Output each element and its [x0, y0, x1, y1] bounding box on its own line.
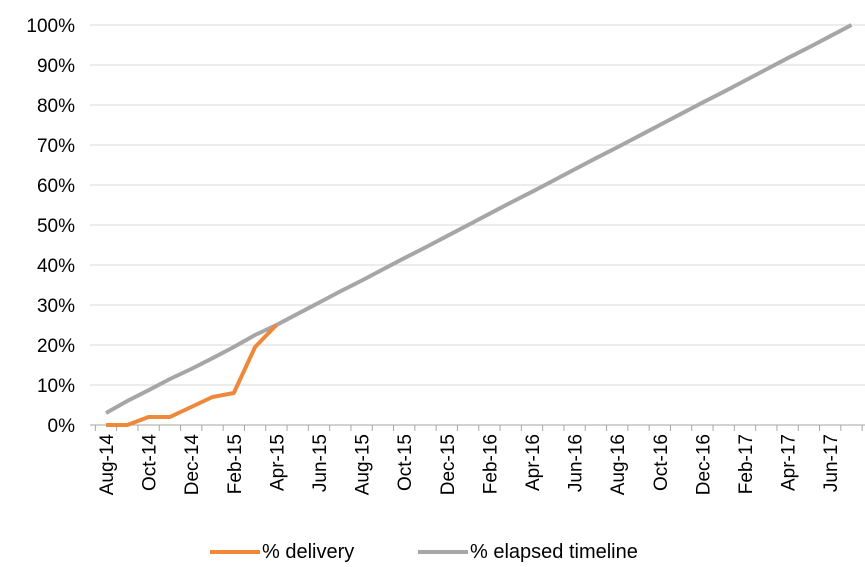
- x-tick-label: Dec-15: [438, 434, 459, 495]
- x-axis: Aug-14 Oct-14 Dec-14 Feb-15 Apr-15 Jun-15 Aug-…: [90, 424, 865, 496]
- y-tick-label: 90%: [37, 56, 75, 77]
- x-tick-label: Jun-17: [821, 434, 842, 492]
- y-tick-label: 0%: [48, 416, 76, 437]
- y-axis: 0% 10% 20% 30% 40% 50% 60% 70% 80% 90% 100%: [26, 16, 75, 437]
- x-tick-label: Dec-14: [182, 434, 203, 496]
- legend-item-elapsed-timeline: % elapsed timeline: [418, 537, 638, 567]
- legend-label-delivery: % delivery: [262, 540, 355, 563]
- x-tick-label: Jun-16: [566, 434, 587, 492]
- legend-swatch-elapsed-timeline: [418, 550, 468, 554]
- x-tick-label: Aug-15: [353, 434, 374, 495]
- series-lines: [105, 23, 853, 427]
- y-tick-label: 20%: [37, 336, 75, 357]
- y-tick-label: 10%: [37, 376, 75, 397]
- y-tick-label: 30%: [37, 296, 75, 317]
- legend: % delivery % elapsed timeline: [0, 537, 865, 567]
- x-tick-label: Oct-16: [651, 434, 672, 491]
- x-tick-label: Feb-17: [736, 434, 757, 494]
- legend-swatch-delivery: [210, 550, 260, 554]
- y-tick-label: 40%: [37, 256, 75, 277]
- x-tick-label: Oct-14: [140, 434, 161, 491]
- y-tick-label: 80%: [37, 96, 75, 117]
- x-tick-label: Aug-16: [608, 434, 629, 495]
- x-tick-label: Feb-15: [225, 434, 246, 494]
- x-tick-label: Apr-15: [267, 434, 288, 491]
- x-tick-label: Dec-16: [693, 434, 714, 495]
- legend-label-elapsed-timeline: % elapsed timeline: [470, 540, 638, 563]
- x-tick-label: Apr-17: [779, 434, 800, 491]
- x-tick-label: Oct-15: [395, 434, 416, 491]
- gridlines: [90, 24, 865, 386]
- y-tick-label: 100%: [26, 16, 75, 37]
- x-tick-label: Feb-16: [480, 434, 501, 494]
- legend-item-delivery: % delivery: [210, 537, 354, 567]
- y-tick-label: 50%: [37, 216, 75, 237]
- series-line-delivery: [106, 323, 278, 427]
- x-tick-label: Jun-15: [310, 434, 331, 492]
- series-line-elapsed-timeline: [105, 23, 853, 415]
- y-tick-label: 70%: [37, 136, 75, 157]
- x-tick-label: Aug-14: [97, 434, 118, 496]
- x-tick-label: Apr-16: [523, 434, 544, 491]
- y-tick-label: 60%: [37, 176, 75, 197]
